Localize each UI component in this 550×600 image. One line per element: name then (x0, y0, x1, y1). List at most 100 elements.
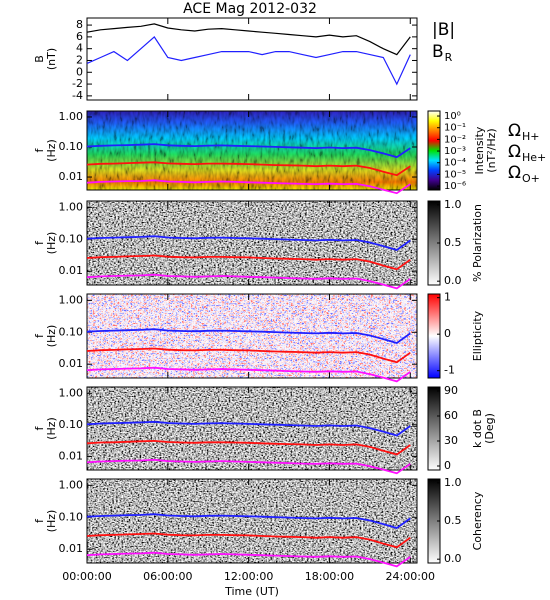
colorbar-tick-label: 0.0 (444, 274, 462, 287)
series-line (86, 273, 411, 290)
series-line (86, 513, 411, 529)
series-line (86, 420, 411, 437)
colorbar-tick-label: 60 (444, 409, 458, 422)
y-axis-label: f (33, 333, 46, 338)
spectrogram-image (87, 201, 417, 285)
plot-frame (86, 293, 418, 379)
y-axis-label: (Hz) (45, 510, 58, 533)
y-axis-label: (Hz) (45, 232, 58, 255)
y-tick-label: 0.10 (59, 418, 84, 431)
y-tick-label: 0.01 (59, 449, 84, 462)
colorbar-label: (Deg) (483, 413, 496, 444)
colorbar (427, 293, 441, 379)
y-tick-label: 0.10 (59, 510, 84, 523)
y-tick-label: -2 (72, 77, 83, 90)
colorbar-tick-label: 1.0 (444, 476, 462, 489)
colorbar-tick-label: 10⁻¹ (444, 123, 466, 134)
plot-frame (86, 386, 418, 471)
y-tick-label: 1.00 (59, 293, 84, 306)
y-axis-label: f (33, 147, 46, 152)
colorbar-label: Coherency (471, 491, 484, 550)
y-axis-label: f (33, 240, 46, 245)
y-axis-label: (Hz) (45, 325, 58, 348)
legend-label: Ω (508, 163, 521, 183)
series-line (86, 366, 411, 383)
y-axis-label: B (33, 55, 46, 63)
colorbar-label: Intensity (473, 126, 486, 174)
spectrogram-image (87, 479, 417, 563)
colorbar-tick-label: 10⁻⁴ (444, 158, 466, 169)
legend-label: B (432, 42, 444, 62)
y-tick-label: 1.00 (59, 110, 84, 123)
legend-label: Ω (508, 142, 521, 162)
y-tick-label: 0 (76, 65, 83, 78)
y-tick-label: 1.00 (59, 386, 84, 399)
series-line (86, 161, 411, 177)
y-tick-label: 0.10 (59, 325, 84, 338)
plot-frame (86, 200, 418, 286)
spectrogram-texture (87, 111, 417, 190)
colorbar-tick-label: 10⁻³ (444, 146, 466, 157)
series-line (86, 458, 411, 475)
x-axis-label: Time (UT) (224, 585, 279, 598)
chart-title: ACE Mag 2012-032 (183, 1, 317, 17)
colorbar-tick-label: 1 (444, 291, 451, 304)
x-tick-label: 18:00:00 (305, 570, 354, 583)
y-axis-label: f (33, 425, 46, 430)
x-tick-label: 12:00:00 (224, 570, 273, 583)
y-tick-label: 0.10 (59, 140, 84, 153)
x-tick-label: 24:00:00 (386, 570, 435, 583)
y-tick-label: 1.00 (59, 200, 84, 213)
y-tick-label: 0.10 (59, 232, 84, 245)
spectrogram-image (87, 387, 417, 470)
colorbar-tick-label: 10⁻⁶ (444, 181, 466, 192)
colorbar-tick-label: 30 (444, 434, 458, 447)
colorbar-label: (nT²/Hz) (485, 128, 498, 172)
y-tick-label: 4 (76, 42, 83, 55)
y-tick-label: 6 (76, 30, 83, 43)
series-line (86, 532, 411, 549)
colorbar-tick-label: 0.5 (444, 236, 462, 249)
colorbar-label: % Polarization (471, 204, 484, 282)
y-tick-label: 0.01 (59, 170, 84, 183)
colorbar-tick-label: 0.5 (444, 514, 462, 527)
x-tick-label: 06:00:00 (143, 570, 192, 583)
legend-subscript: R (445, 51, 453, 64)
colorbar-tick-label: 1.0 (444, 198, 462, 211)
spectrogram-image (87, 294, 417, 378)
series-line (86, 254, 411, 271)
plot-frame (86, 110, 418, 191)
y-tick-label: 8 (76, 18, 83, 31)
plot-frame (86, 478, 418, 564)
legend-subscript: H+ (522, 130, 540, 143)
colorbar-tick-label: 0 (444, 459, 451, 472)
series-line (86, 551, 411, 568)
series-line (86, 235, 411, 251)
y-tick-label: 1.00 (59, 478, 84, 491)
y-axis-label: (Hz) (45, 139, 58, 162)
y-axis-label: (Hz) (45, 417, 58, 440)
y-tick-label: -4 (72, 89, 83, 102)
colorbar-label: k dot B (471, 409, 484, 448)
colorbar-tick-label: 10⁻² (444, 134, 466, 145)
legend-subscript: He+ (522, 151, 546, 164)
colorbar-tick-label: 10⁻⁵ (444, 169, 466, 180)
series-line (86, 143, 411, 159)
series-line (86, 347, 411, 364)
colorbar-tick-label: -1 (444, 364, 455, 377)
series-line (86, 328, 411, 344)
y-tick-label: 0.01 (59, 542, 84, 555)
legend-label: |B| (432, 20, 455, 40)
y-tick-label: 0.01 (59, 264, 84, 277)
colorbar (427, 386, 441, 471)
colorbar (427, 110, 441, 191)
series-line (86, 35, 411, 86)
y-tick-label: 0.01 (59, 357, 84, 370)
series-line (86, 179, 411, 195)
y-axis-label: f (33, 518, 46, 523)
y-tick-label: 2 (76, 53, 83, 66)
colorbar-tick-label: 0 (444, 327, 451, 340)
colorbar-tick-label: 0.0 (444, 552, 462, 565)
series-line (86, 23, 411, 56)
